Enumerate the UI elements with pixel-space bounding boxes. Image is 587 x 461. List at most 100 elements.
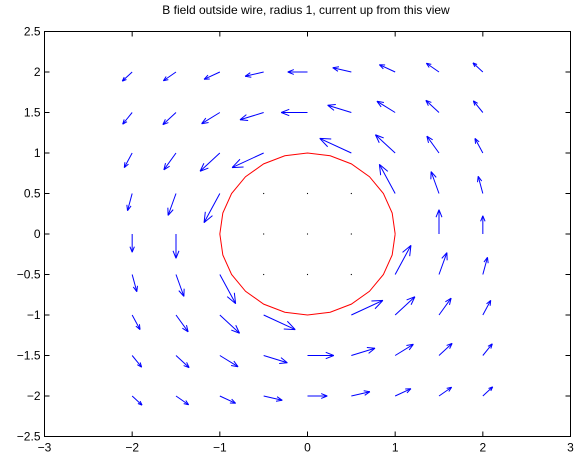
field-arrow bbox=[438, 297, 452, 316]
field-arrows bbox=[121, 62, 494, 406]
field-arrow bbox=[438, 386, 453, 397]
field-arrow bbox=[351, 390, 371, 397]
field-arrow bbox=[162, 71, 177, 82]
field-arrow bbox=[123, 152, 133, 168]
y-tick-label: −1 bbox=[27, 308, 41, 322]
field-arrow bbox=[327, 104, 352, 113]
x-tick-label: −2 bbox=[125, 441, 139, 455]
field-arrow bbox=[131, 314, 141, 330]
field-arrow bbox=[379, 64, 396, 73]
y-tick-label: 0.5 bbox=[24, 187, 41, 201]
interior-point bbox=[306, 273, 309, 276]
field-arrow bbox=[482, 386, 494, 397]
interior-point bbox=[350, 192, 352, 195]
field-arrow bbox=[394, 388, 412, 397]
y-tick-label: 1.5 bbox=[24, 106, 41, 120]
interior-point bbox=[306, 192, 309, 195]
field-arrow bbox=[263, 355, 288, 364]
field-arrow bbox=[474, 138, 484, 154]
field-arrow bbox=[378, 163, 396, 194]
field-arrow bbox=[219, 274, 237, 305]
field-arrow bbox=[281, 108, 308, 117]
field-arrow bbox=[482, 343, 493, 356]
field-arrow bbox=[126, 193, 133, 211]
field-arrow bbox=[425, 62, 440, 73]
field-arrow bbox=[394, 244, 412, 275]
chart-title: B field outside wire, radius 1, current … bbox=[162, 3, 450, 17]
field-arrow bbox=[376, 100, 396, 113]
x-tick-label: −1 bbox=[213, 441, 227, 455]
interior-point bbox=[263, 233, 265, 235]
y-tick-label: −0.5 bbox=[17, 268, 41, 282]
field-arrow bbox=[131, 395, 143, 406]
field-arrow bbox=[430, 171, 440, 194]
field-arrow bbox=[480, 215, 486, 234]
y-tick-label: 2.5 bbox=[24, 25, 41, 39]
interior-point bbox=[350, 273, 352, 276]
field-arrow bbox=[219, 314, 241, 334]
field-arrow bbox=[319, 137, 352, 154]
field-arrow bbox=[394, 296, 416, 316]
field-arrow bbox=[162, 112, 177, 126]
field-arrow bbox=[172, 234, 180, 259]
field-arrow bbox=[129, 234, 135, 253]
interior-point bbox=[306, 233, 309, 235]
interior-points bbox=[263, 192, 352, 276]
field-arrow bbox=[131, 274, 138, 292]
field-arrow bbox=[263, 395, 283, 402]
field-arrow bbox=[307, 393, 328, 399]
field-arrow bbox=[163, 152, 177, 171]
y-tick-label: −1.5 bbox=[17, 349, 41, 363]
field-arrow bbox=[122, 112, 133, 125]
interior-point bbox=[263, 273, 265, 276]
field-arrow bbox=[167, 193, 177, 216]
field-arrow bbox=[287, 69, 308, 75]
field-arrow bbox=[175, 274, 185, 297]
field-arrow bbox=[374, 134, 396, 154]
field-arrow bbox=[438, 342, 453, 356]
field-arrow bbox=[175, 355, 190, 369]
interior-point bbox=[263, 192, 265, 195]
x-tick-label: 1 bbox=[392, 441, 399, 455]
x-tick-label: −3 bbox=[38, 441, 52, 455]
field-arrow bbox=[426, 135, 440, 154]
field-arrow bbox=[351, 347, 376, 356]
field-arrow bbox=[438, 252, 448, 275]
wire-circle bbox=[219, 152, 396, 316]
field-arrow bbox=[203, 71, 221, 80]
field-arrow bbox=[482, 300, 492, 316]
field-arrow bbox=[435, 209, 443, 234]
field-arrow bbox=[199, 152, 221, 172]
field-arrow bbox=[219, 395, 236, 404]
field-arrow bbox=[201, 112, 221, 125]
field-arrow bbox=[131, 355, 143, 368]
x-tick-label: 3 bbox=[567, 441, 574, 455]
field-arrow bbox=[332, 66, 352, 73]
field-arrow bbox=[239, 112, 264, 121]
field-arrow bbox=[472, 100, 484, 113]
field-arrow bbox=[477, 176, 484, 194]
y-tick-label: −2 bbox=[27, 389, 41, 403]
y-tick-label: 0 bbox=[34, 227, 41, 241]
field-arrow bbox=[231, 152, 264, 169]
field-arrow bbox=[394, 343, 414, 356]
field-arrow bbox=[203, 193, 221, 224]
field-arrow bbox=[425, 99, 440, 113]
y-tick-label: 2 bbox=[34, 65, 41, 79]
x-tick-label: 0 bbox=[304, 441, 311, 455]
field-arrow bbox=[121, 71, 133, 82]
field-arrow bbox=[472, 62, 484, 73]
x-tick-label: 2 bbox=[479, 441, 486, 455]
field-arrow bbox=[482, 257, 489, 275]
y-tick-label: 1 bbox=[34, 146, 41, 160]
field-arrow bbox=[351, 299, 384, 316]
wire-outline bbox=[219, 152, 396, 316]
y-tick-label: −2.5 bbox=[17, 430, 41, 444]
axis-ticks: −3 −2 −1 0 1 2 3 −2.5 −2 −1.5 −1 −0.5 0 0.5 1 1.5 2 2.5 bbox=[17, 25, 574, 455]
field-arrow bbox=[175, 314, 189, 333]
interior-point bbox=[350, 233, 352, 235]
field-arrow bbox=[307, 351, 334, 360]
field-arrow bbox=[244, 71, 264, 78]
field-arrow bbox=[175, 395, 190, 406]
